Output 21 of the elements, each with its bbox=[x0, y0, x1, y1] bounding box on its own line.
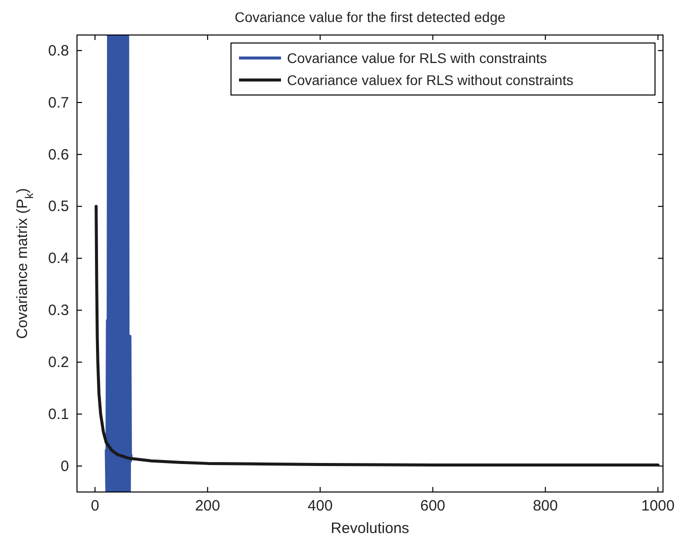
y-tick-label: 0.5 bbox=[48, 198, 69, 216]
line-series bbox=[104, 35, 133, 492]
chart-title: Covariance value for the first detected edge bbox=[234, 9, 506, 25]
legend-label: Covariance valuex for RLS without constraints bbox=[287, 72, 574, 88]
y-tick-label: 0.2 bbox=[48, 354, 69, 371]
y-tick-label: 0 bbox=[60, 458, 69, 475]
y-tick-label: 0.3 bbox=[48, 302, 69, 320]
x-tick-label: 1000 bbox=[641, 498, 675, 515]
line-series bbox=[94, 204, 660, 466]
legend-label: Covariance value for RLS with constraints bbox=[287, 50, 547, 66]
x-tick-label: 600 bbox=[420, 498, 446, 515]
x-axis-title: Revolutions bbox=[330, 520, 410, 537]
x-tick-label: 0 bbox=[90, 498, 100, 515]
x-tick-label: 200 bbox=[195, 498, 220, 515]
y-tick-label: 0.4 bbox=[48, 250, 69, 268]
x-tick-label: 800 bbox=[532, 498, 558, 515]
y-tick-label: 0.6 bbox=[48, 146, 69, 164]
y-tick-label: 0.8 bbox=[48, 42, 69, 60]
x-tick-label: 400 bbox=[308, 498, 333, 515]
y-tick-label: 0.7 bbox=[48, 94, 69, 112]
y-tick-label: 0.1 bbox=[48, 406, 69, 423]
